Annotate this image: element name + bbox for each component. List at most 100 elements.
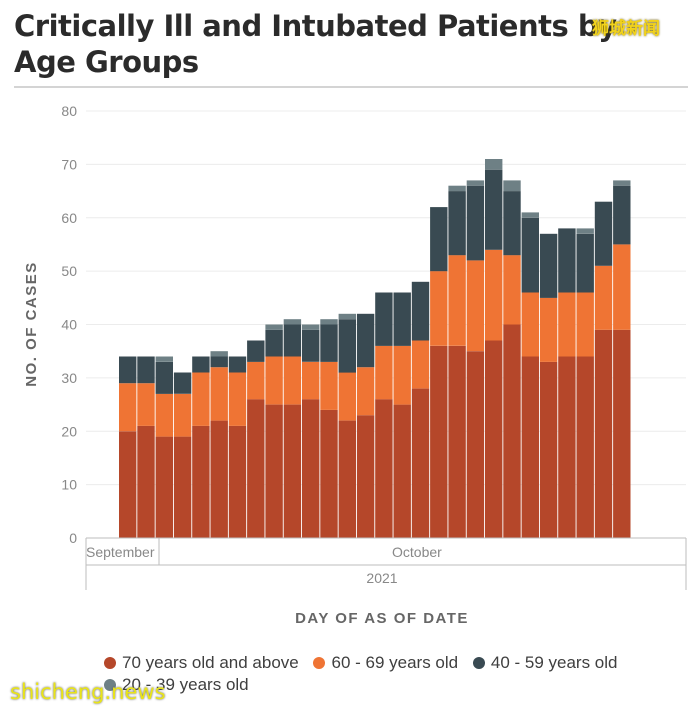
bar-segment (521, 217, 539, 293)
bar-segment (173, 393, 192, 437)
bar-segment (210, 367, 228, 421)
stacked-bar-chart: 0 10 20 30 40 50 60 70 80 September October 2021 N… (23, 103, 687, 627)
bar-segment (613, 180, 631, 186)
bar-segment (265, 356, 283, 405)
legend-label: 40 - 59 years old (490, 653, 618, 672)
bar-segment (265, 329, 283, 357)
bar-segment (302, 329, 320, 362)
bar-segment (594, 265, 613, 330)
bar-segment (594, 201, 613, 266)
bar-segment (448, 185, 466, 191)
bar-segment (539, 361, 558, 538)
bar-segment (320, 324, 338, 362)
bar-segment (466, 180, 485, 186)
bar-segment (485, 169, 503, 250)
bar-segment (576, 292, 594, 357)
bar-segment (521, 356, 539, 538)
legend-item[interactable]: 70 years old and above (104, 652, 299, 674)
bar-segment (356, 313, 375, 368)
bar-segment (485, 340, 503, 538)
y-axis-label: NO. OF CASES (23, 261, 40, 387)
bar-segment (119, 356, 137, 384)
bar-segment (210, 351, 228, 357)
bar-segment (411, 340, 430, 389)
y-tick-label: 50 (61, 263, 77, 279)
legend-label: 20 - 39 years old (122, 675, 249, 694)
bar-segment (228, 425, 247, 538)
bar-segment (448, 255, 466, 346)
bar-segment (393, 292, 411, 346)
bar-segment (539, 297, 558, 362)
y-tick-label: 0 (69, 530, 77, 546)
y-tick-label: 30 (61, 370, 77, 386)
legend-swatch (313, 657, 326, 669)
watermark-bottom: shicheng.news (10, 680, 166, 704)
bar-segment (283, 319, 302, 325)
bar-segment (320, 361, 338, 410)
y-tick-label: 70 (61, 156, 77, 172)
bar-segment (356, 367, 375, 416)
bar-segment (210, 356, 228, 368)
x-axis-label: DAY OF AS OF DATE (295, 610, 469, 627)
chart-title: Critically Ill and Intubated Patients by… (14, 9, 617, 79)
bar-segment (247, 399, 265, 538)
bars (119, 159, 631, 539)
bar-segment (338, 313, 356, 320)
bar-segment (448, 345, 466, 538)
watermark-top: 狮城新闻 (592, 19, 660, 39)
legend-label: 70 years old and above (122, 653, 299, 672)
legend-item[interactable]: 20 - 39 years old (104, 674, 249, 696)
bar-segment (466, 260, 485, 352)
bar-segment (613, 185, 631, 245)
x-month-label: October (392, 544, 442, 560)
y-tick-label: 20 (61, 423, 77, 439)
bar-segment (302, 361, 320, 400)
legend-swatch (472, 657, 485, 669)
legend-item[interactable]: 40 - 59 years old (472, 652, 618, 674)
bar-segment (173, 372, 192, 394)
legend-swatch (104, 679, 116, 691)
legend-swatch (104, 657, 116, 669)
legend-item[interactable]: 60 - 69 years old (313, 652, 458, 674)
bar-segment (485, 159, 503, 170)
bar-segment (576, 356, 594, 538)
bar-segment (576, 228, 594, 234)
bar-segment (192, 356, 210, 373)
bar-segment (503, 180, 521, 192)
bar-segment (302, 324, 320, 330)
bar-segment (521, 292, 539, 357)
bar-segment (576, 233, 594, 293)
bar-segment (119, 383, 137, 432)
bar-segment (448, 191, 466, 256)
bar-segment (356, 415, 375, 538)
bar-segment (283, 356, 302, 405)
title-divider (14, 86, 688, 88)
x-year-label: 2021 (366, 570, 397, 586)
bar-segment (430, 271, 448, 346)
bar-segment (320, 409, 338, 538)
bar-segment (192, 425, 210, 538)
bar-segment (375, 345, 393, 400)
bar-segment (485, 249, 503, 341)
bar-segment (119, 431, 137, 539)
bar-segment (265, 404, 283, 538)
bar-segment (228, 372, 247, 426)
bar-segment (503, 255, 521, 325)
bar-segment (173, 436, 192, 538)
y-tick-label: 60 (61, 210, 77, 226)
bar-segment (594, 329, 613, 538)
legend: 70 years old and above 60 - 69 years old… (104, 652, 684, 696)
y-tick-label: 10 (61, 477, 77, 493)
bar-segment (393, 345, 411, 405)
bar-segment (247, 340, 265, 362)
bar-segment (503, 324, 521, 538)
y-axis-ticks: 0 10 20 30 40 50 60 70 80 (61, 103, 77, 546)
bar-segment (155, 356, 173, 362)
bar-segment (466, 185, 485, 261)
legend-label: 60 - 69 years old (331, 653, 459, 672)
bar-segment (558, 356, 576, 538)
bar-segment (137, 383, 155, 426)
bar-segment (155, 436, 173, 538)
bar-segment (137, 425, 155, 538)
bar-segment (137, 356, 155, 384)
